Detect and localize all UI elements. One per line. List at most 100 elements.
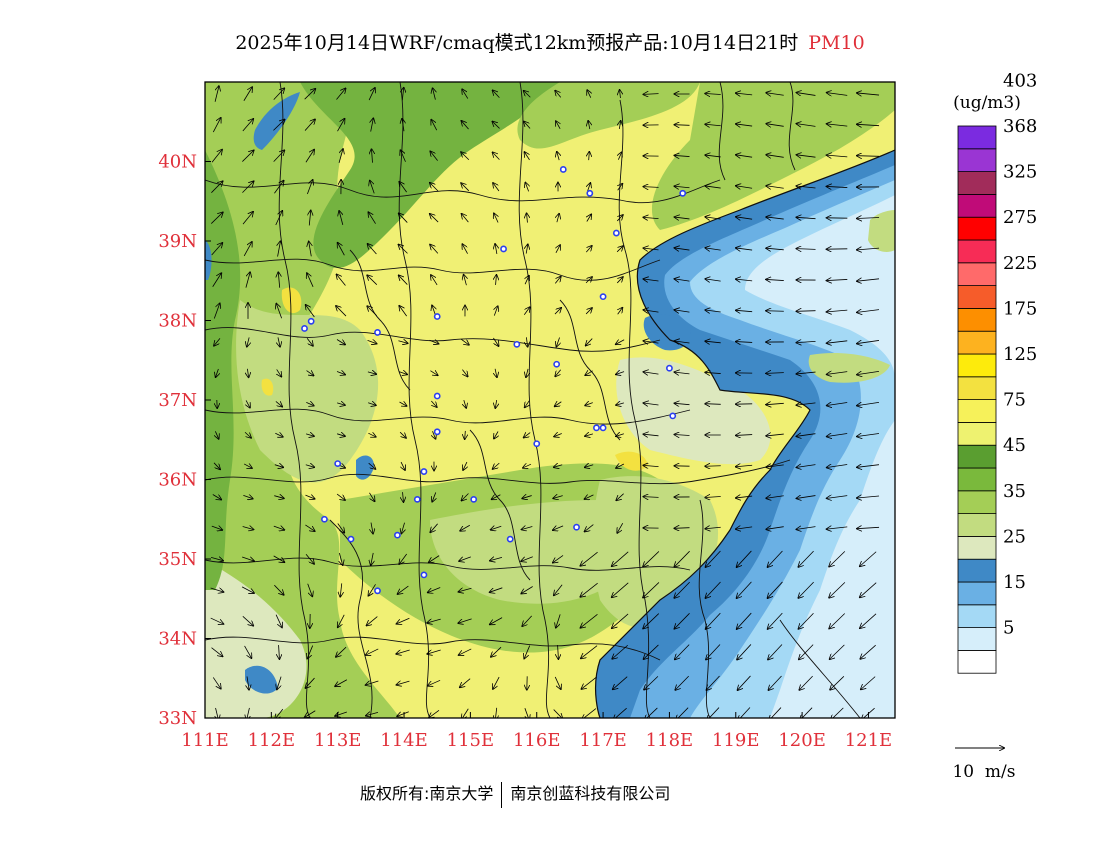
wind-arrow <box>403 492 404 502</box>
wind-arrow <box>367 340 377 343</box>
legend-label: 368 <box>1003 116 1037 137</box>
wind-arrow <box>827 527 848 529</box>
legend-label: 325 <box>1003 162 1037 183</box>
wind-arrow <box>305 150 314 163</box>
wind-arrow <box>521 586 533 593</box>
wind-arrow <box>273 150 285 162</box>
city-marker <box>420 571 428 579</box>
wind-arrow <box>305 677 315 688</box>
wind-arrow <box>338 149 343 163</box>
wind-arrow <box>306 402 313 405</box>
wind-arrow <box>526 368 528 377</box>
city-marker <box>470 495 478 503</box>
wind-arrow <box>307 180 312 195</box>
lon-label: 117E <box>579 730 627 751</box>
wind-arrow <box>797 465 816 468</box>
lon-label: 111E <box>181 730 229 751</box>
wind-arrow <box>337 403 345 405</box>
wind-arrow <box>705 124 721 125</box>
wind-arrow <box>675 675 689 690</box>
wind-arrow <box>459 648 472 655</box>
lake-west <box>356 455 374 480</box>
city-marker <box>506 535 514 543</box>
wind-arrow <box>214 86 219 102</box>
wind-arrow <box>525 183 528 192</box>
wind-arrow <box>337 274 346 286</box>
legend-label: 175 <box>1003 298 1037 319</box>
wind-arrow <box>768 550 783 567</box>
copyright-left: 版权所有:南京大学 <box>360 784 494 803</box>
wind-arrow <box>461 152 470 161</box>
wind-arrow <box>675 372 690 374</box>
wind-arrow <box>643 582 660 597</box>
wind-arrow <box>307 645 314 659</box>
wind-arrow <box>616 246 623 253</box>
wind-arrow <box>397 711 409 717</box>
wind-arrow <box>644 434 659 436</box>
wind-arrow <box>736 527 753 529</box>
wind-arrow <box>674 125 690 126</box>
wind-arrow <box>212 273 222 287</box>
wind-arrow <box>371 118 374 132</box>
wind-arrow <box>431 120 438 131</box>
wind-arrow <box>402 88 403 101</box>
city-marker <box>347 535 355 543</box>
wind-arrow <box>216 368 219 377</box>
wind-arrow <box>766 465 784 467</box>
city-marker <box>413 495 421 503</box>
wind-arrow <box>827 341 848 343</box>
wind-arrow <box>526 337 527 346</box>
lon-label: 118E <box>646 730 694 751</box>
wind-arrow <box>428 587 441 593</box>
wind-arrow <box>644 310 659 312</box>
wind-arrow <box>585 524 594 532</box>
wind-arrow <box>368 403 376 405</box>
wind-arrow <box>369 492 374 501</box>
wind-arrow <box>399 182 407 193</box>
wind-arrow <box>462 89 469 99</box>
legend-swatch <box>957 604 997 628</box>
legend-swatch <box>957 444 997 469</box>
wind-arrow <box>495 368 497 377</box>
wind-arrow <box>706 581 721 598</box>
copyright-right: 南京创蓝科技有限公司 <box>510 784 671 803</box>
legend-swatch <box>957 148 997 173</box>
wind-arrow <box>766 434 784 436</box>
city-marker <box>586 189 594 197</box>
wind-arrow <box>612 613 629 628</box>
wind-arrow <box>554 465 563 467</box>
wind-arrow <box>674 613 690 628</box>
wind-arrow <box>674 581 690 598</box>
lon-label: 113E <box>314 730 362 751</box>
wind-arrow <box>587 90 591 98</box>
wind-arrow <box>766 527 784 530</box>
wind-arrow <box>493 183 500 192</box>
wind-arrow <box>247 368 248 377</box>
wind-arrow <box>336 434 345 436</box>
wind-arrow <box>399 245 408 254</box>
wind-arrow <box>554 433 562 436</box>
wind-arrow <box>557 152 559 161</box>
wind-arrow <box>521 556 533 561</box>
wind-arrow <box>675 217 690 219</box>
wind-arrow <box>769 707 782 718</box>
wind-arrow <box>553 526 564 530</box>
wind-arrow <box>736 310 753 311</box>
wind-arrow <box>766 496 784 499</box>
legend-swatch <box>957 627 997 651</box>
wind-arrow <box>399 402 407 406</box>
wind-arrow <box>557 214 559 223</box>
city-marker <box>500 245 507 253</box>
wind-arrow <box>860 582 877 598</box>
wind-arrow <box>827 310 848 312</box>
wind-arrow <box>644 372 659 374</box>
liaodong-land <box>868 210 895 252</box>
wind-arrow <box>556 614 561 627</box>
footer-separator <box>501 781 503 808</box>
wind-arrow <box>798 550 814 567</box>
wind-arrow <box>616 434 624 437</box>
wind-arrow <box>738 675 751 690</box>
wind-arrow <box>490 617 503 625</box>
wind-arrow <box>427 619 441 623</box>
wind-arrow <box>275 614 282 628</box>
